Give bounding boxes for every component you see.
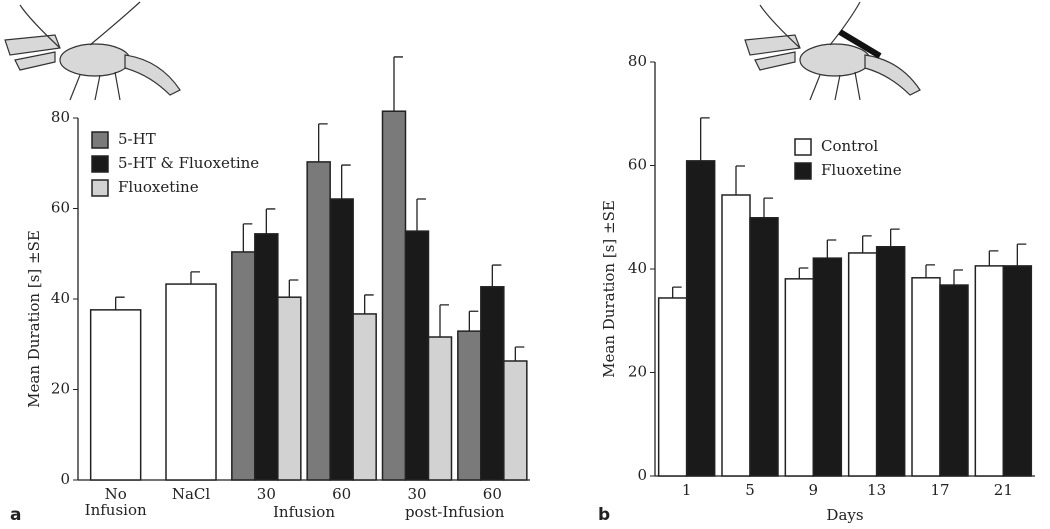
x-axis-label: Days: [826, 506, 863, 524]
y-axis-label: Mean Duration [s] ±SE: [25, 230, 43, 408]
y-tick-label: 20: [628, 363, 647, 381]
bar: [306, 161, 331, 481]
x-tick-label: 13: [867, 481, 887, 499]
x-tick-label: 1: [681, 481, 692, 499]
error-bar: [364, 294, 374, 314]
error-bar: [393, 56, 403, 112]
bar: [847, 252, 878, 477]
error-bar: [416, 198, 426, 232]
bar: [749, 217, 779, 477]
x-tick-label: 21: [993, 481, 1013, 499]
error-bar: [265, 208, 276, 234]
x-tick-label: 30: [256, 485, 276, 503]
bar: [784, 278, 815, 477]
bar: [404, 230, 430, 481]
error-bar: [190, 271, 200, 285]
error-bar: [700, 117, 710, 161]
y-tick-label: 0: [60, 470, 70, 488]
group-label: Infusion: [273, 503, 335, 521]
legend-swatch: [91, 179, 109, 197]
x-tick-label: NaCl: [171, 485, 211, 503]
error-bar: [672, 286, 682, 298]
legend-label: Fluoxetine: [118, 178, 199, 196]
bar: [457, 330, 482, 481]
bar: [685, 160, 716, 477]
error-bar: [288, 279, 299, 298]
bar: [939, 284, 969, 477]
y-tick-label: 60: [628, 156, 647, 174]
crayfish-b: [744, 1, 921, 101]
error-bar: [242, 223, 253, 252]
error-bar: [862, 235, 872, 253]
bar: [254, 233, 279, 481]
legend-swatch: [794, 162, 812, 180]
x-tick-label: No Infusion: [84, 485, 147, 519]
y-tick-label: 40: [51, 289, 70, 307]
error-bar: [318, 123, 328, 162]
y-tick-label: 20: [51, 380, 70, 398]
bar: [911, 277, 941, 477]
bar: [657, 297, 688, 477]
error-bar: [988, 250, 999, 266]
x-tick-label: 17: [930, 481, 950, 499]
legend-label: 5-HT & Fluoxetine: [118, 154, 259, 172]
bar: [352, 313, 377, 481]
bar: [329, 198, 354, 481]
error-bar: [341, 164, 351, 199]
error-bar: [953, 269, 963, 286]
error-bar: [826, 239, 837, 259]
x-tick-label: 30: [407, 485, 427, 503]
bar: [480, 286, 505, 481]
bar: [427, 336, 453, 481]
error-bar: [491, 264, 502, 287]
crayfish-a: [4, 1, 181, 101]
bar: [812, 257, 843, 477]
error-bar: [798, 267, 809, 279]
legend-label: 5-HT: [118, 130, 156, 148]
x-tick-label: 60: [332, 485, 352, 503]
y-tick-label: 60: [51, 199, 70, 217]
error-bar: [763, 197, 773, 218]
bar: [503, 360, 528, 481]
x-tick-label: 9: [808, 481, 819, 499]
bar: [89, 309, 142, 481]
bar: [231, 251, 256, 481]
x-tick-label: 5: [745, 481, 755, 499]
bar: [721, 194, 751, 477]
error-bar: [735, 165, 745, 195]
legend-swatch: [91, 131, 109, 149]
error-bar: [925, 264, 935, 278]
group-label: post-Infusion: [404, 503, 505, 521]
legend-label: Fluoxetine: [821, 161, 902, 179]
error-bar: [890, 228, 900, 247]
y-axis-label: Mean Duration [s] ±SE: [600, 200, 618, 378]
bar: [1002, 265, 1033, 477]
bar: [277, 296, 302, 481]
y-tick-label: 80: [51, 108, 70, 126]
error-bar: [514, 346, 525, 361]
error-bar: [1016, 243, 1027, 266]
bar: [974, 265, 1005, 477]
legend-swatch: [794, 138, 812, 156]
bar: [875, 245, 906, 477]
error-bar: [115, 296, 125, 310]
panel-label: a: [10, 505, 21, 525]
legend-swatch: [91, 155, 109, 173]
bar: [165, 283, 217, 481]
y-tick-label: 0: [637, 466, 647, 484]
y-tick-label: 40: [628, 259, 647, 277]
x-tick-label: 60: [482, 485, 502, 503]
panel-label: b: [598, 505, 610, 525]
bar: [381, 110, 407, 481]
legend-label: Control: [821, 137, 878, 155]
error-bar: [439, 304, 449, 338]
y-tick-label: 80: [628, 52, 647, 70]
error-bar: [468, 310, 479, 332]
